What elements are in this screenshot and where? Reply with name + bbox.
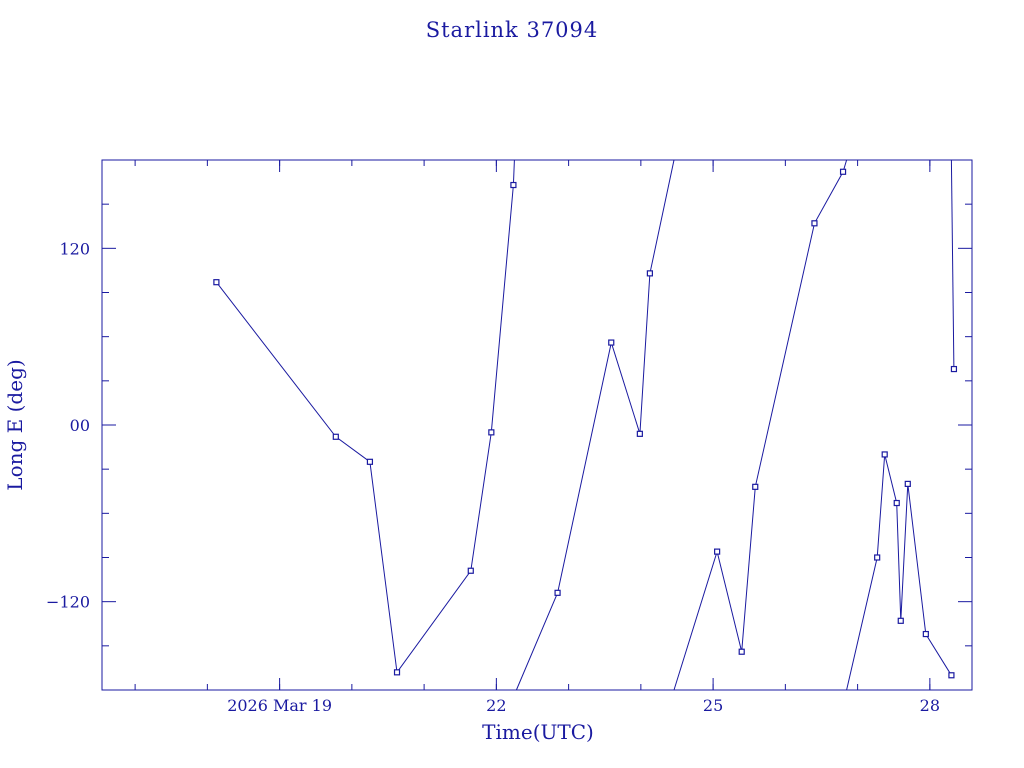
data-point [811, 220, 818, 227]
data-point [752, 483, 759, 490]
data-point [881, 451, 888, 458]
data-point [904, 480, 911, 487]
x-tick-label: 25 [703, 696, 723, 715]
data-point [488, 429, 495, 436]
series-line-segment [673, 159, 848, 691]
data-point [839, 168, 847, 175]
chart-title: Starlink 37094 [426, 18, 599, 42]
y-tick-label: −120 [46, 593, 90, 612]
data-point [950, 365, 958, 373]
x-tick-label: 28 [920, 696, 940, 715]
data-point [213, 279, 220, 286]
data-point [332, 433, 339, 440]
data-point [467, 567, 474, 574]
axis-ticks: 2026 Mar 19 22 25 28 120 00 −120 [46, 160, 972, 715]
data-point [608, 339, 615, 346]
y-tick-label: 120 [59, 239, 90, 258]
plot-frame [101, 159, 973, 691]
data-point [646, 270, 653, 277]
series-line-segment [216, 159, 515, 674]
data-point [554, 589, 561, 596]
x-tick-label: 2026 Mar 19 [227, 696, 332, 715]
data-point [897, 617, 904, 624]
data-point [510, 181, 517, 189]
data-point [893, 499, 900, 507]
data-point [714, 548, 721, 555]
x-axis-label: Time(UTC) [482, 720, 594, 744]
y-axis-label: Long E (deg) [3, 359, 27, 490]
series-longitude [213, 159, 958, 691]
series-line-segment [515, 159, 675, 691]
data-point [948, 672, 955, 679]
data-point [393, 669, 401, 676]
series-line-segment [846, 454, 952, 691]
data-point [636, 430, 643, 437]
series-line-segment [950, 159, 955, 370]
data-point [922, 630, 929, 638]
data-point [366, 458, 374, 465]
x-tick-label: 22 [486, 696, 506, 715]
data-point [874, 554, 881, 561]
data-point [738, 648, 745, 655]
y-tick-label: 00 [70, 416, 90, 435]
